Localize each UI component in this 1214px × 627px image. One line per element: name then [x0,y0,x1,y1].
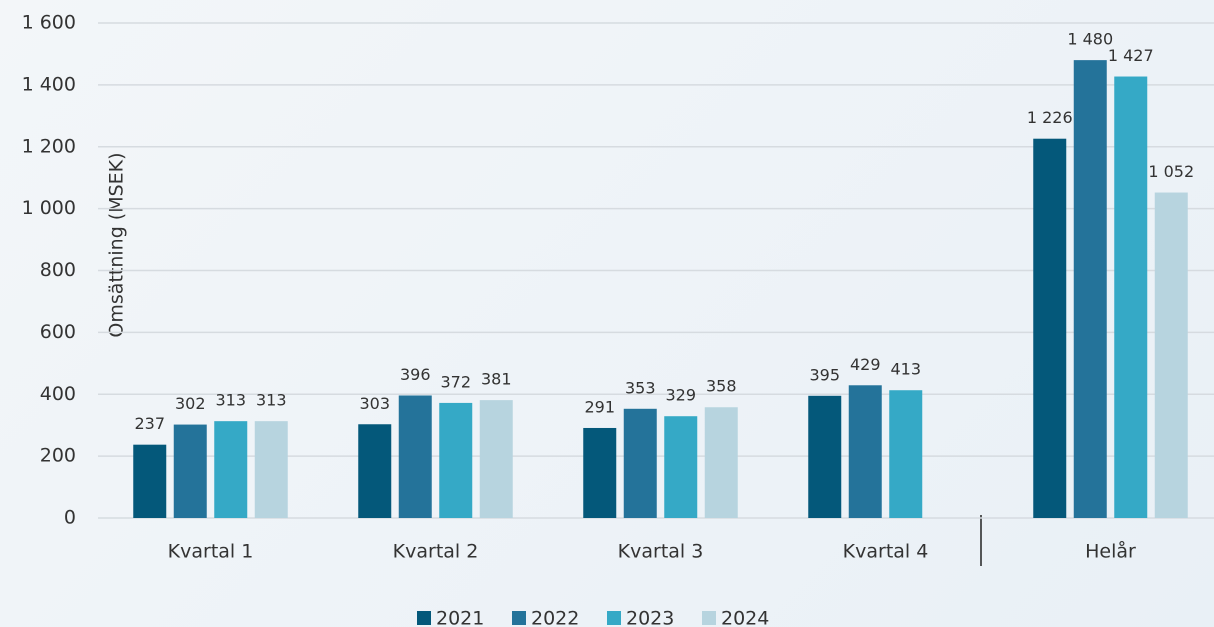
legend-swatch [512,611,526,625]
value-label: 395 [809,365,840,384]
bar [1033,138,1067,519]
value-label: 1 480 [1067,30,1113,49]
y-axis-label: Omsättning (MSEK) [106,152,128,337]
y-tick-label: 1 200 [22,135,76,157]
bar [1154,192,1188,518]
y-tick-label: 400 [40,383,76,405]
y-tick-label: 1 600 [22,12,76,34]
value-label: 396 [400,365,431,384]
value-label: 313 [215,391,246,410]
value-label: 1 226 [1027,108,1073,127]
value-label: 429 [850,355,881,374]
value-label: 372 [440,372,471,391]
value-label: 313 [256,391,287,410]
y-tick-label: 1 400 [22,73,76,95]
value-label: 353 [625,378,656,397]
bar [889,390,923,518]
legend-label: 2024 [721,608,769,627]
bar [398,395,432,518]
bar [623,408,657,518]
y-tick-label: 800 [40,259,76,281]
value-label: 381 [481,370,512,389]
x-tick-label: Kvartal 1 [168,541,254,563]
x-tick-label: Helår [1085,540,1136,563]
value-label: 237 [134,414,165,433]
bar [479,400,513,518]
bar [848,385,882,518]
legend-swatch [607,611,621,625]
value-label: 358 [706,377,737,396]
bar [173,424,207,518]
value-label: 302 [175,394,206,413]
bar [133,444,167,518]
x-tick-label: Kvartal 3 [618,541,704,563]
bar [358,424,392,518]
y-tick-label: 600 [40,321,76,343]
value-label: 1 427 [1108,46,1154,65]
value-label: 413 [890,360,921,379]
bar [1114,76,1148,518]
y-tick-label: 1 000 [22,197,76,219]
legend-label: 2022 [531,608,579,627]
bar [1073,60,1107,518]
bar [583,427,617,518]
y-tick-label: 200 [40,445,76,467]
value-label: 291 [584,397,615,416]
bar [214,421,248,518]
value-label: 329 [665,386,696,405]
x-tick-label: Kvartal 2 [393,541,479,563]
value-label: 303 [359,394,390,413]
legend-swatch [702,611,716,625]
bar [439,402,473,518]
x-tick-label: Kvartal 4 [843,541,929,563]
value-label: 1 052 [1148,162,1194,181]
legend-label: 2023 [626,608,674,627]
bar [808,395,842,518]
bar [664,416,698,518]
legend-swatch [417,611,431,625]
bar [254,421,288,518]
legend-label: 2021 [436,608,484,627]
y-tick-label: 0 [64,507,76,529]
bar [704,407,738,518]
